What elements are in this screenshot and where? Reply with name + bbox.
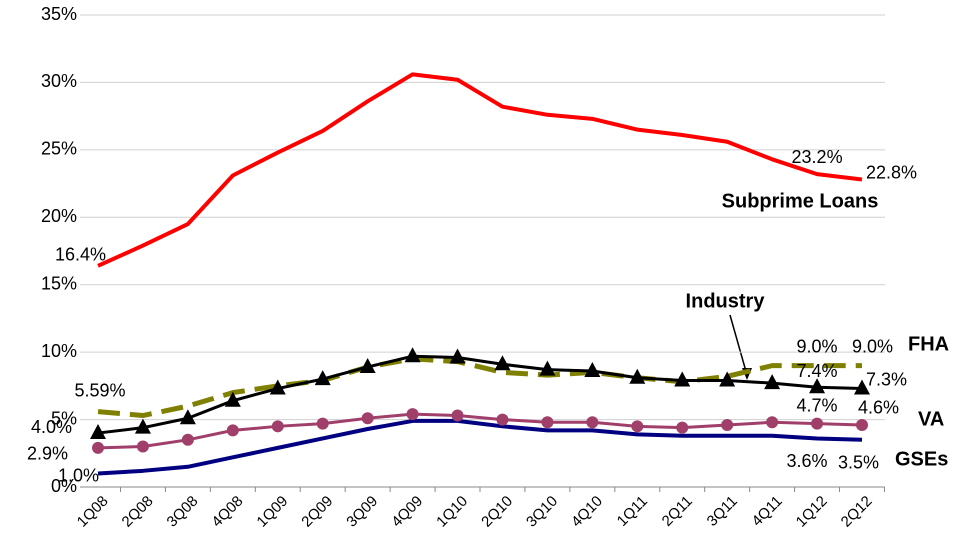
line — [97, 412, 863, 450]
y-tick-label: 20% — [41, 206, 77, 226]
y-tick-label: 35% — [41, 4, 77, 24]
marker — [586, 416, 599, 429]
marker — [361, 412, 374, 425]
marker — [404, 347, 421, 363]
y-tick-label: 25% — [41, 139, 77, 159]
data-label: 4.7% — [797, 395, 838, 415]
marker — [224, 391, 241, 407]
x-tick-label: 1Q12 — [793, 493, 831, 531]
series — [97, 356, 862, 419]
x-tick-label: 1Q11 — [614, 493, 651, 530]
series-label: Subprime Loans — [722, 190, 879, 212]
x-tick-label: 2Q12 — [838, 493, 876, 531]
data-label: 3.5% — [838, 453, 879, 473]
y-tick-label: 5% — [51, 408, 77, 428]
data-label: 5.59% — [74, 380, 125, 400]
x-tick-label: 2Q09 — [298, 493, 336, 531]
series — [97, 418, 863, 476]
x-tick-label: 3Q10 — [523, 493, 561, 531]
marker — [496, 413, 509, 426]
series-label: GSEs — [895, 448, 948, 470]
y-tick-label: 10% — [41, 341, 77, 361]
data-label: 2.9% — [27, 444, 68, 464]
marker — [134, 418, 151, 434]
data-label: 16.4% — [55, 245, 106, 265]
x-tick-label: 2Q10 — [478, 493, 516, 531]
marker — [809, 378, 826, 394]
marker — [766, 416, 779, 429]
data-label: 4.6% — [858, 398, 899, 418]
line — [97, 354, 863, 435]
marker — [541, 416, 554, 429]
marker — [314, 370, 331, 386]
x-tick-label: 1Q09 — [253, 493, 291, 531]
marker — [92, 441, 104, 454]
marker — [451, 409, 464, 422]
x-tick-label: 1Q08 — [74, 493, 112, 531]
marker — [271, 420, 284, 433]
marker — [181, 433, 194, 446]
marker — [719, 371, 736, 387]
x-tick-label: 2Q08 — [119, 493, 157, 531]
marker — [854, 379, 870, 395]
marker — [764, 374, 781, 390]
marker — [179, 409, 196, 425]
annotation-arrow — [729, 314, 748, 376]
marker — [269, 379, 286, 395]
y-tick-label: 15% — [41, 273, 77, 293]
marker — [316, 417, 329, 430]
data-label: 9.0% — [852, 336, 893, 356]
marker — [631, 420, 644, 433]
x-tick-label: 3Q09 — [343, 493, 381, 531]
data-label: 3.6% — [787, 451, 828, 471]
x-tick-label: 3Q08 — [164, 493, 202, 531]
marker — [629, 368, 646, 384]
marker — [539, 360, 556, 376]
data-label: 7.3% — [866, 369, 907, 389]
x-tick-label: 2Q11 — [659, 493, 696, 530]
x-tick-label: 4Q08 — [208, 493, 246, 531]
x-tick-label: 4Q09 — [388, 493, 426, 531]
marker — [359, 357, 376, 373]
data-label: 4.0% — [31, 417, 72, 437]
marker — [406, 408, 419, 421]
data-label: 23.2% — [792, 147, 843, 167]
series — [92, 408, 868, 454]
data-label: 22.8% — [866, 162, 917, 182]
x-tick-label: 4Q11 — [749, 493, 786, 530]
x-tick-label: 3Q11 — [704, 493, 741, 530]
marker — [449, 348, 466, 364]
data-label: 9.0% — [797, 336, 838, 356]
line — [97, 418, 863, 476]
marker — [226, 424, 239, 437]
marker — [90, 424, 106, 440]
marker — [674, 371, 691, 387]
marker — [811, 417, 824, 430]
y-tick-label: 30% — [41, 71, 77, 91]
marker — [856, 418, 868, 431]
series-label: FHA — [908, 333, 949, 355]
series — [90, 347, 870, 440]
data-label: 7.4% — [797, 361, 838, 381]
series-label: Industry — [686, 290, 766, 312]
line — [97, 356, 862, 419]
marker — [676, 421, 689, 434]
marker — [721, 418, 734, 431]
series — [97, 72, 863, 268]
x-tick-label: 1Q10 — [433, 493, 471, 531]
marker — [494, 355, 511, 371]
line — [97, 72, 863, 268]
marker — [584, 362, 601, 378]
x-tick-label: 4Q10 — [568, 493, 606, 531]
marker — [136, 440, 149, 453]
series-label: VA — [918, 408, 944, 430]
y-tick-label: 0% — [51, 476, 77, 496]
data-label: 1.0% — [58, 465, 99, 485]
